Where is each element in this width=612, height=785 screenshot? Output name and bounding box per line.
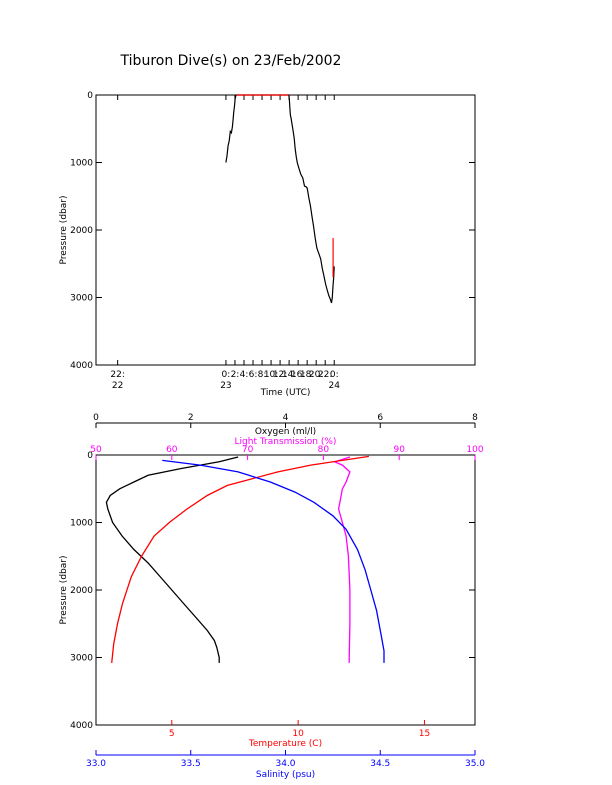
oxygen-axis-title: Oxygen (ml/l) [255,427,316,437]
temperature-tick-label: 10 [292,729,304,739]
x-tick-label: 22: [110,370,124,380]
transmission-tick-label: 60 [166,445,178,455]
transmission-axis-title: Light Transmission (%) [235,437,337,447]
y-tick-label: 4000 [70,361,93,371]
oxygen-tick-label: 8 [472,413,478,423]
x-tick-label: 10: [264,370,278,380]
y-tick-label: 3000 [70,654,93,664]
x-tick-label: 0: [330,370,339,380]
oxygen-tick-label: 4 [283,413,289,423]
salinity-tick-label: 33.5 [181,759,201,769]
x-tick-label: 2: [231,370,240,380]
x-tick-label: 16: [291,370,305,380]
y-axis-title: Pressure (dbar) [59,556,69,625]
y-tick-label: 2000 [70,226,93,236]
oxygen-tick-label: 6 [377,413,383,423]
transmission-tick-label: 70 [242,445,254,455]
salinity-axis-title: Salinity (psu) [256,770,315,780]
salinity-series-line [162,459,385,663]
x-tick-label: 14: [282,370,296,380]
temperature-series-line [111,455,369,663]
salinity-tick-label: 34.5 [370,759,390,769]
x-tick-label: 22: [318,370,332,380]
transmission-tick-label: 100 [466,445,483,455]
y-tick-label: 4000 [70,721,93,731]
y-tick-label: 0 [87,451,93,461]
x-tick-label: 0: [222,370,231,380]
plot-frame [95,94,476,366]
temperature-axis-title: Temperature (C) [248,739,322,749]
transmission-tick-label: 80 [318,445,330,455]
y-tick-label: 1000 [70,159,93,169]
temperature-tick-label: 5 [169,729,175,739]
y-tick-label: 1000 [70,519,93,529]
x-tick-label-day: 22 [112,381,123,391]
dive-profile-chart: 22:220:232: 4: 6: 8:10:12:14:16:18:20:22:0:… [59,91,476,398]
salinity-tick-label: 35.0 [465,759,485,769]
page-title: Tiburon Dive(s) on 23/Feb/2002 [120,53,342,69]
y-tick-label: 2000 [70,586,93,596]
transmission-series-line [332,456,351,663]
plot-frame [95,454,476,726]
x-tick-label-day: 24 [329,381,341,391]
x-tick-label-day: 23 [220,381,231,391]
y-tick-label: 3000 [70,294,93,304]
oxygen-series-line [105,456,239,663]
salinity-tick-label: 34.0 [275,759,295,769]
x-tick-label: 8: [258,370,267,380]
oxygen-tick-label: 2 [188,413,194,423]
x-tick-label: 12: [273,370,287,380]
transmission-tick-label: 90 [393,445,405,455]
transmission-tick-label: 50 [90,445,102,455]
x-tick-label: 4: [240,370,249,380]
x-tick-label: 18: [300,370,314,380]
temperature-tick-label: 15 [419,729,430,739]
dive-series-line-0 [225,94,335,304]
x-tick-label: 20: [309,370,323,380]
oxygen-tick-label: 0 [93,413,99,423]
y-axis-title: Pressure (dbar) [59,196,69,265]
x-axis-title: Time (UTC) [260,388,311,398]
salinity-tick-label: 33.0 [86,759,106,769]
y-tick-label: 0 [87,91,93,101]
x-tick-label: 6: [249,370,258,380]
